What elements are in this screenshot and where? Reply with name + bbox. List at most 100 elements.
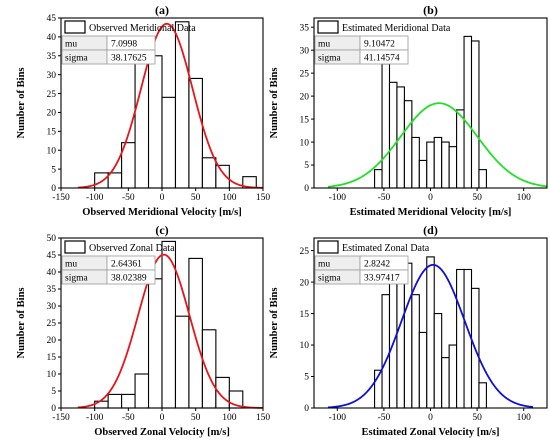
histogram-bar [174,21,190,189]
y-tick-label: 30 [47,302,57,312]
stats-value: 9.10472 [364,40,395,50]
normal-fit-curve [77,253,264,409]
y-tick-label: 5 [51,165,56,175]
stats-value: 38.17625 [111,54,147,64]
stats-value: 7.0998 [111,40,137,50]
chart-panel-b: (b) -100 -50 0 50 100 0 5 10 15 20 25 30 35 Estimated … [269,3,548,218]
y-tick-label: 5 [304,161,309,171]
y-tick-label: 20 [300,278,310,288]
panel-label: (b) [423,3,438,17]
histogram-bar [448,146,458,189]
legend-swatch [64,240,86,254]
panel-label: (a) [155,3,169,17]
y-tick-label: 30 [300,46,310,56]
x-tick-label: -100 [86,193,104,203]
stats-label: mu [318,40,330,50]
stats-value-cell [106,269,156,285]
histogram-bar [426,256,435,409]
histogram-bar [174,315,190,409]
histogram-bar [147,55,163,189]
y-axis-title: Number of Bins [269,68,280,139]
chart-panel-c: (c) -150 -100 -50 0 50 100 150 0 5 10 15 20 25 30 35 40 4… [16,223,270,438]
x-tick-label: -100 [86,413,104,423]
histogram-bar [396,281,405,409]
y-tick-label: 40 [47,33,57,43]
y-tick-label: 35 [300,23,310,33]
y-tick-label: 0 [304,184,309,194]
x-tick-label: 0 [428,413,433,423]
stats-label: mu [65,40,77,50]
y-axis-title: Number of Bins [269,288,280,359]
x-tick-label: -50 [122,413,135,423]
y-axis-title: Number of Bins [16,288,27,359]
x-axis-title: Estimated Meridional Velocity [m/s] [350,207,512,218]
x-tick-label: 0 [160,193,165,203]
y-tick-label: 25 [47,319,57,329]
histogram-bar [94,172,109,189]
histogram-bar [463,35,473,189]
y-tick-label: 0 [304,404,309,414]
chart-panel-d: (d) -100 -50 0 50 100 0 5 10 15 20 25 Estimated Zona… [269,223,548,438]
stats-value: 2.64361 [111,260,142,270]
stats-value: 38.02389 [111,274,147,284]
stats-value: 41.14574 [364,54,400,64]
x-tick-label: 50 [191,413,201,423]
histogram-bar [441,141,450,189]
histogram-bar [381,294,391,409]
normal-fit-curve [327,263,534,409]
legend-swatch [317,240,339,254]
histogram-bar [418,331,428,409]
x-tick-label: 150 [256,193,271,203]
legend-label: Observed Meridional Data [89,23,196,34]
x-axis-title: Observed Zonal Velocity [m/s] [94,427,230,438]
x-tick-label: 0 [428,193,433,203]
y-tick-label: 10 [47,146,57,156]
histogram-bar [411,136,420,189]
legend-label: Observed Zonal Data [89,243,175,254]
stats-label: sigma [318,274,341,284]
x-tick-label: 100 [222,413,237,423]
y-tick-label: 20 [47,109,57,119]
y-tick-label: 25 [47,90,57,100]
bars [94,21,257,189]
x-tick-label: 50 [472,193,482,203]
stats-table: mu 2.8242 sigma 33.97417 [314,255,409,285]
x-tick-label: 50 [191,193,201,203]
histogram-bar [403,262,413,409]
normal-fit-curve [327,102,548,188]
y-tick-label: 25 [300,69,310,79]
x-tick-label: -150 [52,193,70,203]
legend-label: Estimated Zonal Data [342,243,430,254]
y-tick-label: 20 [300,92,310,102]
x-tick-label: 0 [160,413,165,423]
stats-value: 33.97417 [364,274,400,284]
stats-table: mu 7.0998 sigma 38.17625 [61,35,156,65]
x-tick-label: -100 [329,193,347,203]
histogram-bar [121,393,136,409]
legend-label: Estimated Meridional Data [342,23,451,34]
stats-value: 2.8242 [364,260,390,270]
x-tick-label: -50 [378,413,391,423]
histogram-bar [478,382,487,409]
stats-label: sigma [65,54,88,64]
y-tick-label: 20 [47,336,57,346]
x-tick-label: 100 [517,413,532,423]
x-axis-title: Estimated Zonal Velocity [m/s] [362,427,500,438]
x-tick-label: -100 [329,413,347,423]
x-tick-label: -150 [52,413,70,423]
panel-label: (c) [155,223,168,237]
histogram-bar [426,141,435,189]
y-tick-label: 35 [47,52,57,62]
y-tick-label: 10 [300,341,310,351]
y-tick-label: 40 [47,268,57,278]
normal-fit-curve [77,22,264,189]
histogram-bar [478,169,487,189]
histogram-bar [403,100,413,189]
stats-value-cell [359,49,409,65]
histogram-bar [161,96,177,189]
y-tick-label: 50 [47,234,57,244]
x-tick-label: 100 [517,193,532,203]
legend-swatch [317,20,339,34]
histogram-bar [201,329,217,409]
stats-label: sigma [65,274,88,284]
